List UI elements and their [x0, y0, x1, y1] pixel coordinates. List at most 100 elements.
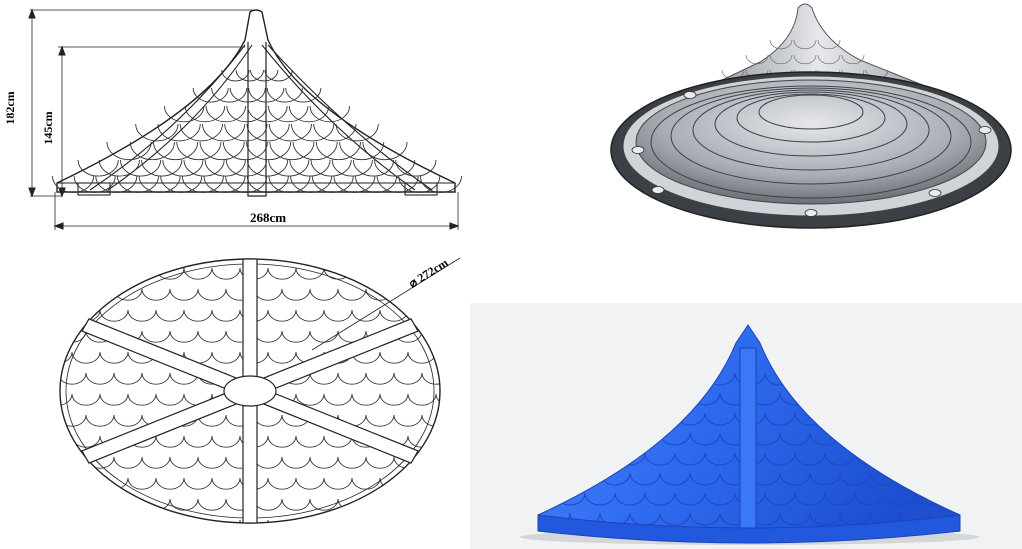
blue-scale: [538, 392, 541, 406]
plan-scale: [323, 519, 353, 523]
blue-scale: [689, 512, 721, 526]
plan-scale: [197, 498, 227, 511]
blue-scale: [884, 492, 916, 506]
plan-scale: [71, 309, 101, 322]
blue-scale: [539, 472, 571, 486]
blue-center-rib: [739, 347, 757, 542]
plan-scale: [71, 267, 101, 280]
blue-scale: [914, 372, 946, 386]
blue-scale: [569, 392, 601, 406]
blue-scale: [674, 372, 706, 386]
cone-outline: [56, 9, 456, 193]
blue-scale: [569, 472, 601, 486]
plan-scale: [141, 372, 171, 385]
plan-scale: [169, 456, 199, 469]
plan-scale: [169, 498, 199, 511]
roof-scale: [225, 159, 267, 177]
blue-scale: [495, 453, 525, 465]
blue-scale: [899, 472, 931, 486]
plan-scale: [281, 498, 311, 511]
blue-scale: [884, 372, 916, 386]
blue-scale: [990, 433, 1020, 445]
plan-scale: [365, 456, 395, 469]
plan-scale: [253, 288, 283, 301]
roof-scale: [268, 175, 311, 193]
plan-scale: [197, 456, 227, 469]
plan-scale: [267, 477, 297, 490]
blue-3d-render: [470, 303, 1022, 549]
plan-center-hub: [223, 375, 277, 407]
blue-scale: [644, 492, 676, 506]
blue-scale: [975, 453, 1005, 465]
top-plan-svg: ⌀ 272cm: [59, 256, 461, 524]
blue-scale: [809, 392, 841, 406]
plan-scale: [421, 372, 440, 385]
blue-scale: [704, 492, 736, 506]
roof-scale: [247, 159, 289, 177]
blue-scale: [944, 372, 960, 386]
blue-scale: [824, 452, 856, 466]
plan-scale: [407, 435, 437, 448]
roof-scale: [176, 141, 222, 161]
roof-scale: [160, 175, 203, 193]
plan-scale: [267, 435, 297, 448]
roof-scale: [246, 123, 290, 142]
plan-scale: [379, 393, 409, 406]
grey-exterior-scale: [793, 39, 817, 50]
blue-scale: [538, 492, 556, 506]
blue-scale: [495, 493, 525, 505]
blue-scale: [704, 412, 736, 426]
blue-scale: [824, 412, 856, 426]
blue-scale: [869, 432, 901, 446]
blue-scale: [929, 432, 960, 446]
plan-scale: [169, 330, 199, 343]
plan-scale: [295, 435, 325, 448]
plan-scale: [309, 456, 339, 469]
plan-scale: [351, 309, 381, 322]
plan-scale: [141, 498, 171, 511]
plan-scale: [60, 267, 73, 280]
plan-scale: [60, 330, 87, 343]
roof-scale: [202, 123, 246, 142]
plan-scale: [60, 456, 87, 469]
blue-scale: [929, 472, 960, 486]
rim-bolts: [631, 91, 992, 217]
plan-scale: [295, 477, 325, 490]
roof-scale: [313, 123, 357, 142]
roof-scale: [333, 175, 376, 193]
plan-scale: [127, 393, 157, 406]
roof-scale: [77, 159, 119, 177]
plan-scale: [323, 393, 353, 406]
blue-scale: [914, 452, 946, 466]
roof-scale: [226, 105, 267, 123]
roof-scale: [98, 159, 140, 177]
roof-scale: [395, 159, 437, 177]
plan-scale: [127, 477, 157, 490]
roof-scale: [221, 69, 250, 82]
bowl-ring: [670, 87, 952, 185]
plan-scale: [393, 498, 423, 511]
blue-scale: [674, 452, 706, 466]
blue-scale: [809, 472, 841, 486]
blue-scale: [975, 413, 1005, 425]
plan-scale: [253, 414, 283, 427]
grey-exterior-scale: [745, 54, 769, 65]
blue-scale: [779, 512, 811, 526]
blue-scale: [644, 452, 676, 466]
plan-scale: [85, 414, 115, 427]
total-height-label: 182cm: [3, 91, 17, 124]
plan-scale: [60, 393, 73, 406]
roof-scale: [247, 105, 288, 123]
plan-scale: [169, 288, 199, 301]
roof-scale: [362, 141, 408, 161]
plan-scale: [113, 498, 143, 511]
blue-scale: [975, 493, 1005, 505]
blue-scale: [884, 412, 916, 426]
plan-scale: [211, 351, 241, 364]
plan-scale: [71, 477, 101, 490]
plan-scale: [127, 519, 157, 523]
plan-scale: [197, 288, 227, 301]
roof-scale: [248, 87, 285, 103]
plan-scale: [183, 477, 213, 490]
plan-scale: [435, 351, 440, 364]
